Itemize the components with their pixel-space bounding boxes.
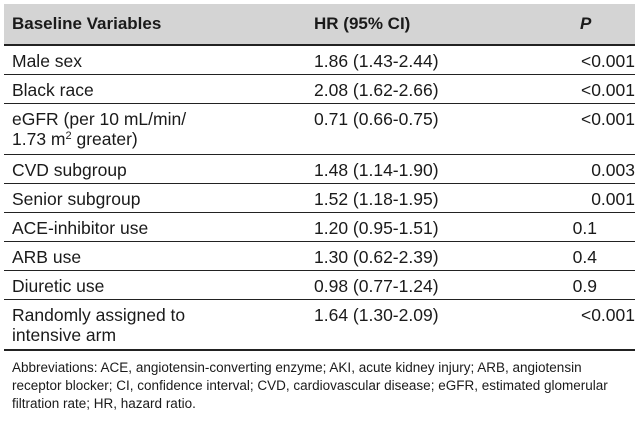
hazard-ratio-table: Baseline Variables HR (95% CI) P Male se… [4,4,635,413]
table-row: Black race 2.08 (1.62-2.66) <0.001 [4,75,635,104]
row-hr: 0.71 (0.66-0.75) [314,109,439,129]
row-variable: ACE-inhibitor use [12,218,149,238]
row-p: 0.003 [591,160,635,180]
row-p: <0.001 [580,80,635,100]
table-row: ARB use 1.30 (0.62-2.39) 0.4 [4,242,635,271]
table-row: Senior subgroup 1.52 (1.18-1.95) 0.001 [4,184,635,213]
row-variable-line2: intensive arm [12,325,117,345]
row-variable-line2-a: 1.73 m [12,129,66,149]
row-p: 0.1 [572,218,597,238]
row-p: 0.4 [572,247,597,267]
row-hr: 1.64 (1.30-2.09) [314,305,439,325]
row-variable-line2-b: greater) [71,129,138,149]
row-hr: 2.08 (1.62-2.66) [314,80,439,100]
row-hr: 1.20 (0.95-1.51) [314,218,439,238]
row-hr: 1.52 (1.18-1.95) [314,189,439,209]
row-hr: 1.86 (1.43-2.44) [314,51,439,71]
row-variable: ARB use [12,247,82,267]
table-row: Male sex 1.86 (1.43-2.44) <0.001 [4,46,635,75]
row-p: <0.001 [580,305,635,325]
row-variable-line1: eGFR (per 10 mL/min/ [12,109,187,129]
row-variable: Black race [12,80,94,100]
row-p: 0.9 [572,276,597,296]
row-p: 0.001 [591,189,635,209]
row-variable-line1: Randomly assigned to [12,305,186,325]
table-footnote: Abbreviations: ACE, angiotensin-converti… [12,360,608,411]
row-variable: Randomly assigned to intensive arm [4,300,304,345]
row-variable-line2: 1.73 m2 greater) [12,129,304,149]
header-hr: HR (95% CI) [314,14,411,33]
row-variable: Male sex [12,51,83,71]
header-baseline-variables: Baseline Variables [12,14,162,33]
row-hr: 1.30 (0.62-2.39) [314,247,439,267]
row-variable-line2-sup: 2 [65,130,72,142]
row-variable: Diuretic use [12,276,105,296]
row-variable: CVD subgroup [12,160,127,180]
row-p: <0.001 [580,109,635,129]
row-hr: 1.48 (1.14-1.90) [314,160,439,180]
row-variable: eGFR (per 10 mL/min/ 1.73 m2 greater) [4,104,304,149]
header-p: P [580,14,592,33]
row-p: <0.001 [580,51,635,71]
row-hr: 0.98 (0.77-1.24) [314,276,439,296]
row-variable: Senior subgroup [12,189,141,209]
table-row: CVD subgroup 1.48 (1.14-1.90) 0.003 [4,155,635,184]
table-row: Randomly assigned to intensive arm 1.64 … [4,300,635,351]
table-row: Diuretic use 0.98 (0.77-1.24) 0.9 [4,271,635,300]
table-row: ACE-inhibitor use 1.20 (0.95-1.51) 0.1 [4,213,635,242]
table-row: eGFR (per 10 mL/min/ 1.73 m2 greater) 0.… [4,104,635,155]
table-header: Baseline Variables HR (95% CI) P [4,4,635,46]
